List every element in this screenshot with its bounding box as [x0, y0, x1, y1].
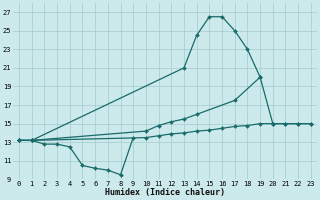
- X-axis label: Humidex (Indice chaleur): Humidex (Indice chaleur): [105, 188, 225, 197]
